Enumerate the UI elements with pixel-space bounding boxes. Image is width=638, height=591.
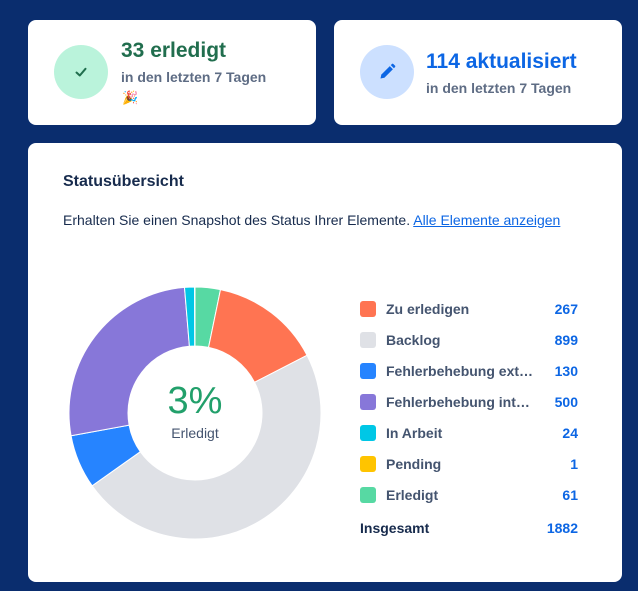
status-title: Statusübersicht	[63, 173, 184, 190]
legend-label: Fehlerbehebung int…	[386, 393, 530, 410]
legend-label: Pending	[386, 455, 442, 472]
legend-count[interactable]: 130	[554, 362, 578, 379]
status-description: Erhalten Sie einen Snapshot des Status I…	[63, 209, 563, 231]
legend-item[interactable]: Backlog 899	[360, 324, 578, 355]
legend-swatch	[360, 424, 376, 441]
done-icon-circle	[54, 45, 108, 99]
updated-stat-card: 114 aktualisiert in den letzten 7 Tagen	[334, 20, 622, 125]
legend-item[interactable]: Erledigt 61	[360, 479, 578, 510]
legend-swatch	[360, 362, 376, 379]
legend-count[interactable]: 24	[562, 424, 578, 441]
legend-item[interactable]: Fehlerbehebung ext… 130	[360, 355, 578, 386]
legend-label: Zu erledigen	[386, 300, 470, 317]
donut-slice[interactable]	[68, 286, 190, 437]
legend-swatch	[360, 300, 376, 317]
status-donut-chart	[68, 286, 322, 540]
updated-period: in den letzten 7 Tagen	[426, 80, 572, 96]
legend-item[interactable]: Zu erledigen 267	[360, 293, 578, 324]
legend-label: In Arbeit	[386, 424, 443, 441]
legend-total-row: Insgesamt 1882	[360, 512, 578, 543]
done-count: 33 erledigt	[121, 39, 227, 62]
legend-count[interactable]: 61	[562, 486, 578, 503]
legend-swatch	[360, 393, 376, 410]
legend-count[interactable]: 267	[554, 300, 578, 317]
legend-item[interactable]: Pending 1	[360, 448, 578, 479]
check-icon	[75, 67, 87, 77]
done-stat-card: 33 erledigt in den letzten 7 Tagen 🎉	[28, 20, 316, 125]
legend-label: Backlog	[386, 331, 441, 348]
total-count: 1882	[546, 519, 578, 536]
legend-count[interactable]: 899	[554, 331, 578, 348]
legend-count[interactable]: 500	[554, 393, 578, 410]
status-description-text: Erhalten Sie einen Snapshot des Status I…	[63, 212, 411, 228]
legend-count[interactable]: 1	[570, 455, 578, 472]
donut-slice[interactable]	[91, 354, 322, 540]
party-popper-icon: 🎉	[122, 90, 139, 105]
legend-item[interactable]: Fehlerbehebung int… 500	[360, 386, 578, 417]
status-overview-card: Statusübersicht Erhalten Sie einen Snaps…	[28, 143, 622, 582]
status-legend: Zu erledigen 267 Backlog 899 Fehlerbehebung …	[360, 293, 578, 543]
view-all-link[interactable]: Alle Elemente anzeigen	[413, 212, 561, 228]
legend-swatch	[360, 455, 376, 472]
updated-count: 114 aktualisiert	[426, 50, 577, 73]
total-label: Insgesamt	[360, 519, 430, 536]
legend-label: Fehlerbehebung ext…	[386, 362, 534, 379]
legend-swatch	[360, 331, 376, 348]
updated-icon-circle	[360, 45, 414, 99]
done-period: in den letzten 7 Tagen	[121, 69, 267, 85]
pencil-icon	[380, 63, 396, 79]
legend-label: Erledigt	[386, 486, 439, 503]
legend-swatch	[360, 486, 376, 503]
legend-item[interactable]: In Arbeit 24	[360, 417, 578, 448]
